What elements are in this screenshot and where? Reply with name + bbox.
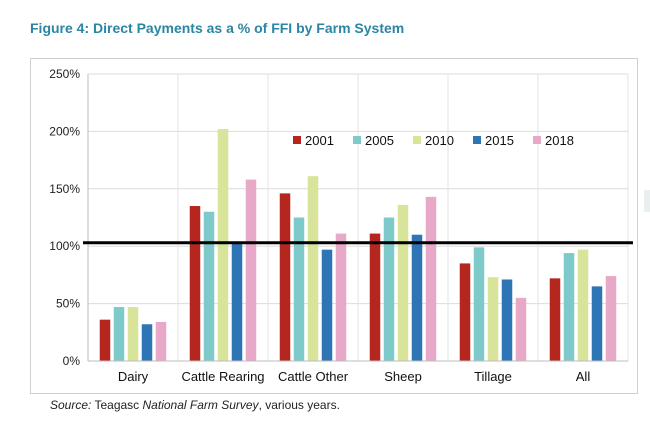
gridlines <box>87 73 629 361</box>
source-label: Source: <box>50 398 92 412</box>
bar-chart: 0% 50% 100% 150% 200% 250% Dairy Cattle Rearing… <box>49 67 633 384</box>
bar-2015 <box>501 279 513 361</box>
bar-2010 <box>397 204 409 361</box>
bar-2015 <box>321 249 333 361</box>
x-tick-label: Tillage <box>474 369 512 384</box>
figure-title: Figure 4: Direct Payments as a % of FFI … <box>30 20 405 36</box>
x-tick-label: Cattle Other <box>278 369 349 384</box>
bars <box>99 129 617 361</box>
edge-decoration <box>644 190 650 212</box>
legend: 2001 2005 2010 2015 2018 <box>293 133 574 148</box>
x-tick-label: Dairy <box>118 369 149 384</box>
bar-2001 <box>459 263 471 361</box>
source-text-1: Teagasc <box>91 398 143 412</box>
bar-2018 <box>425 196 437 361</box>
bar-2010 <box>127 307 139 361</box>
bar-2015 <box>141 324 153 361</box>
legend-label-2001: 2001 <box>305 133 334 148</box>
y-tick-label: 50% <box>56 297 80 311</box>
legend-label-2015: 2015 <box>485 133 514 148</box>
bar-2005 <box>383 217 395 361</box>
source-note: Source: Teagasc National Farm Survey, va… <box>50 398 340 412</box>
legend-label-2010: 2010 <box>425 133 454 148</box>
y-tick-label: 150% <box>49 182 80 196</box>
legend-swatch-2010 <box>413 136 421 144</box>
bar-2010 <box>487 277 499 361</box>
bar-2001 <box>369 233 381 361</box>
bar-2001 <box>189 206 201 361</box>
bar-2018 <box>245 179 257 361</box>
bar-2018 <box>605 276 617 361</box>
chart-frame: 0% 50% 100% 150% 200% 250% Dairy Cattle Rearing… <box>30 58 638 394</box>
bar-2005 <box>113 307 125 361</box>
y-tick-label: 200% <box>49 124 80 138</box>
legend-label-2018: 2018 <box>545 133 574 148</box>
legend-swatch-2015 <box>473 136 481 144</box>
source-publication: National Farm Survey <box>142 398 259 412</box>
y-tick-label: 250% <box>49 67 80 81</box>
bar-2018 <box>515 297 527 361</box>
legend-label-2005: 2005 <box>365 133 394 148</box>
y-tick-label: 100% <box>49 239 80 253</box>
x-tick-label: Cattle Rearing <box>181 369 264 384</box>
bar-2005 <box>293 217 305 361</box>
x-tick-label: Sheep <box>384 369 422 384</box>
bar-2005 <box>473 247 485 361</box>
y-tick-label: 0% <box>63 354 81 368</box>
bar-2010 <box>577 249 589 361</box>
bar-2010 <box>217 129 229 361</box>
bar-2018 <box>155 321 167 361</box>
legend-swatch-2018 <box>533 136 541 144</box>
legend-swatch-2001 <box>293 136 301 144</box>
bar-2015 <box>231 243 243 361</box>
bar-2005 <box>203 211 215 361</box>
axes: 0% 50% 100% 150% 200% 250% Dairy Cattle Rearing… <box>49 67 628 384</box>
source-text-2: , various years. <box>258 398 340 412</box>
bar-2015 <box>411 234 423 361</box>
bar-2005 <box>563 253 575 361</box>
bar-2015 <box>591 286 603 361</box>
bar-2001 <box>99 319 111 361</box>
bar-2001 <box>549 278 561 361</box>
bar-2001 <box>279 193 291 361</box>
bar-2010 <box>307 176 319 361</box>
bar-2018 <box>335 233 347 361</box>
legend-swatch-2005 <box>353 136 361 144</box>
x-tick-label: All <box>576 369 591 384</box>
